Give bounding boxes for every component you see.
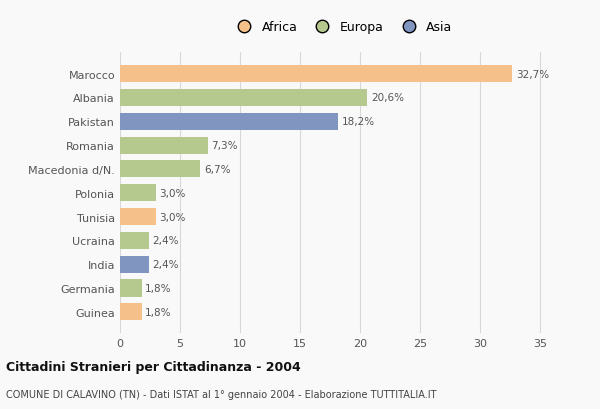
Text: 32,7%: 32,7%	[516, 70, 549, 79]
Text: 3,0%: 3,0%	[160, 188, 186, 198]
Text: 2,4%: 2,4%	[152, 236, 179, 246]
Text: 1,8%: 1,8%	[145, 307, 172, 317]
Bar	[120, 280, 142, 297]
Bar	[120, 113, 338, 130]
Legend: Africa, Europa, Asia: Africa, Europa, Asia	[228, 17, 456, 38]
Text: 3,0%: 3,0%	[160, 212, 186, 222]
Text: 20,6%: 20,6%	[371, 93, 404, 103]
Text: 1,8%: 1,8%	[145, 283, 172, 293]
Bar	[120, 137, 208, 154]
Bar	[120, 256, 149, 273]
Bar	[120, 161, 200, 178]
Text: 6,7%: 6,7%	[204, 164, 230, 175]
Text: Cittadini Stranieri per Cittadinanza - 2004: Cittadini Stranieri per Cittadinanza - 2…	[6, 360, 301, 373]
Text: 2,4%: 2,4%	[152, 260, 179, 270]
Text: 18,2%: 18,2%	[342, 117, 375, 127]
Bar	[120, 185, 156, 202]
Text: COMUNE DI CALAVINO (TN) - Dati ISTAT al 1° gennaio 2004 - Elaborazione TUTTITALI: COMUNE DI CALAVINO (TN) - Dati ISTAT al …	[6, 389, 437, 399]
Bar	[120, 66, 512, 83]
Bar	[120, 303, 142, 321]
Bar	[120, 90, 367, 107]
Text: 7,3%: 7,3%	[211, 141, 238, 151]
Bar	[120, 209, 156, 226]
Bar	[120, 232, 149, 249]
